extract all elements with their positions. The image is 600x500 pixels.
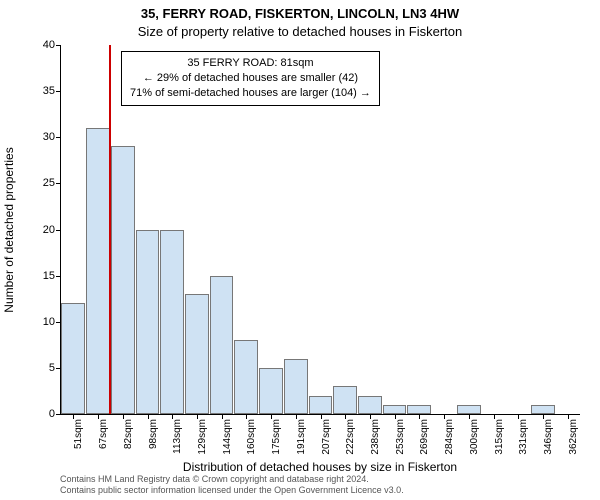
y-tick-label: 15: [25, 270, 55, 282]
callout-box: 35 FERRY ROAD: 81sqm← 29% of detached ho…: [121, 51, 380, 106]
histogram-bar: [531, 405, 555, 414]
y-tick: [56, 45, 61, 46]
y-tick-label: 0: [25, 408, 55, 420]
x-tick-label: 82sqm: [123, 419, 134, 459]
x-tick-label: 129sqm: [197, 419, 208, 459]
callout-line-2: ← 29% of detached houses are smaller (42…: [130, 71, 371, 86]
x-axis-label: Distribution of detached houses by size …: [60, 460, 580, 474]
histogram-bar: [284, 359, 308, 414]
histogram-bar: [407, 405, 431, 414]
histogram-plot: 051015202530354051sqm67sqm82sqm98sqm113s…: [60, 45, 580, 415]
x-tick-label: 98sqm: [148, 419, 159, 459]
y-tick: [56, 230, 61, 231]
x-tick-label: 191sqm: [296, 419, 307, 459]
x-tick-label: 144sqm: [222, 419, 233, 459]
y-tick-label: 30: [25, 131, 55, 143]
x-tick-label: 331sqm: [518, 419, 529, 459]
x-tick-label: 222sqm: [345, 419, 356, 459]
histogram-bar: [259, 368, 283, 414]
histogram-bar: [160, 230, 184, 415]
y-tick: [56, 183, 61, 184]
y-tick-label: 10: [25, 316, 55, 328]
y-tick-label: 20: [25, 224, 55, 236]
histogram-bar: [358, 396, 382, 414]
callout-line-3: 71% of semi-detached houses are larger (…: [130, 86, 371, 101]
histogram-bar: [309, 396, 333, 414]
footer-attribution: Contains HM Land Registry data © Crown c…: [60, 474, 580, 496]
y-tick-label: 40: [25, 39, 55, 51]
footer-line-1: Contains HM Land Registry data © Crown c…: [60, 474, 580, 485]
x-tick-label: 253sqm: [395, 419, 406, 459]
histogram-bar: [383, 405, 407, 414]
callout-line-1: 35 FERRY ROAD: 81sqm: [130, 56, 371, 71]
histogram-bar: [86, 128, 110, 414]
y-tick-label: 35: [25, 85, 55, 97]
y-tick: [56, 137, 61, 138]
footer-line-2: Contains public sector information licen…: [60, 485, 580, 496]
histogram-bar: [333, 386, 357, 414]
reference-vline: [109, 45, 111, 414]
x-tick-label: 362sqm: [568, 419, 579, 459]
x-tick-label: 269sqm: [419, 419, 430, 459]
x-tick-label: 238sqm: [370, 419, 381, 459]
y-tick: [56, 368, 61, 369]
x-tick-label: 51sqm: [73, 419, 84, 459]
x-tick-label: 315sqm: [494, 419, 505, 459]
histogram-bar: [210, 276, 234, 414]
histogram-bar: [185, 294, 209, 414]
y-tick-label: 25: [25, 177, 55, 189]
x-tick-label: 207sqm: [321, 419, 332, 459]
x-tick-label: 175sqm: [271, 419, 282, 459]
page-title-address: 35, FERRY ROAD, FISKERTON, LINCOLN, LN3 …: [0, 6, 600, 21]
y-tick: [56, 414, 61, 415]
x-tick-label: 67sqm: [98, 419, 109, 459]
x-tick-label: 300sqm: [469, 419, 480, 459]
histogram-bar: [234, 340, 258, 414]
y-tick: [56, 276, 61, 277]
y-axis-label: Number of detached properties: [2, 45, 22, 415]
x-tick-label: 284sqm: [444, 419, 455, 459]
y-tick: [56, 322, 61, 323]
y-tick: [56, 91, 61, 92]
histogram-bar: [61, 303, 85, 414]
x-tick-label: 113sqm: [172, 419, 183, 459]
histogram-bar: [136, 230, 160, 415]
x-tick-label: 346sqm: [543, 419, 554, 459]
histogram-bar: [111, 146, 135, 414]
y-tick-label: 5: [25, 362, 55, 374]
x-tick-label: 160sqm: [246, 419, 257, 459]
page-subtitle: Size of property relative to detached ho…: [0, 24, 600, 39]
histogram-bar: [457, 405, 481, 414]
